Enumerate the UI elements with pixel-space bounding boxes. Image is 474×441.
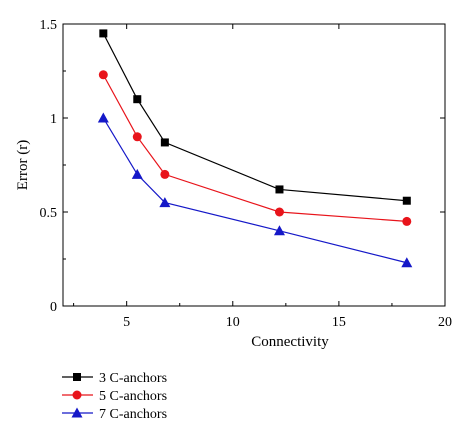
data-point — [98, 70, 108, 80]
x-axis-ticks: 5 10 15 20 — [73, 24, 452, 330]
data-point — [131, 168, 143, 179]
legend: 3 C-anchors 5 C-anchors 7 C-anchors — [62, 371, 167, 422]
legend-item: 3 C-anchors — [62, 371, 167, 386]
legend-marker — [72, 390, 82, 400]
data-point — [401, 257, 413, 268]
data-point — [132, 132, 142, 142]
legend-marker — [71, 407, 83, 418]
data-point — [160, 138, 169, 147]
y-tick-label: 1.5 — [40, 18, 58, 33]
y-axis-title: Error (r) — [15, 140, 31, 190]
data-point — [97, 112, 109, 123]
series-3 — [97, 112, 413, 268]
data-point — [402, 196, 411, 205]
legend-label: 3 C-anchors — [99, 371, 167, 386]
data-point — [133, 95, 142, 104]
data-point — [275, 185, 284, 194]
y-tick-label: 0 — [50, 300, 57, 315]
x-axis-title: Connectivity — [251, 334, 329, 350]
series-line — [102, 33, 407, 202]
data-point — [274, 207, 284, 217]
y-axis-ticks: 0 0.5 1 1.5 — [40, 18, 445, 315]
data-point — [99, 29, 108, 38]
y-tick-label: 0.5 — [40, 206, 58, 221]
data-point — [159, 197, 171, 208]
x-tick-label: 15 — [332, 315, 346, 330]
x-tick-label: 5 — [123, 315, 130, 330]
legend-label: 5 C-anchors — [99, 389, 167, 404]
series-layer — [97, 29, 413, 268]
x-tick-label: 10 — [226, 315, 240, 330]
y-tick-label: 1 — [50, 112, 57, 127]
data-point — [160, 169, 170, 179]
series-line — [102, 74, 407, 222]
legend-item: 7 C-anchors — [62, 407, 167, 422]
legend-item: 5 C-anchors — [62, 389, 167, 404]
legend-label: 7 C-anchors — [99, 407, 167, 422]
legend-marker — [73, 373, 81, 381]
data-point — [402, 216, 412, 226]
series-1 — [99, 29, 411, 205]
series-2 — [98, 70, 412, 226]
series-line — [102, 117, 407, 264]
x-tick-label: 20 — [438, 315, 452, 330]
data-point — [273, 225, 285, 236]
